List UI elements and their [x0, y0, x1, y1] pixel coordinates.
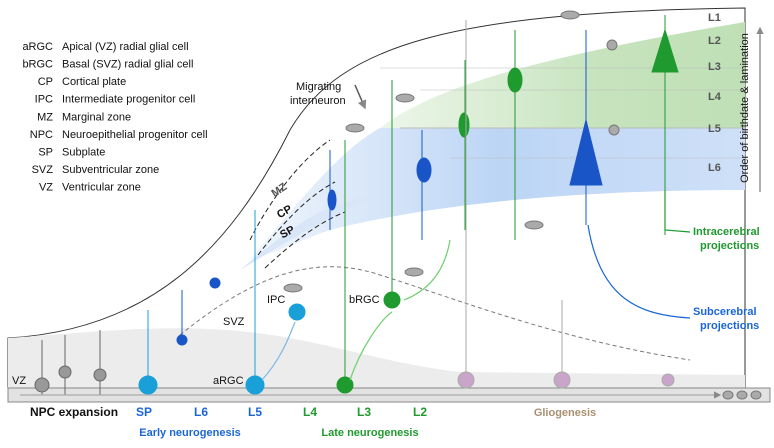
stage-label: L4: [303, 405, 317, 419]
legend-abbr: CP: [38, 76, 53, 88]
axis-label: Order of birthdate & lamination: [739, 33, 751, 183]
projection-label: projections: [700, 320, 759, 332]
layer-label: L6: [708, 162, 721, 174]
projection-label: Subcerebral: [693, 306, 757, 318]
legend-text: Subventricular zone: [62, 164, 159, 176]
timeline-label: Late neurogenesis: [321, 427, 418, 439]
layer-label: L1: [708, 12, 721, 24]
legend-abbr: aRGC: [22, 41, 53, 53]
legend-abbr: IPC: [35, 94, 53, 106]
projection-label: projections: [700, 240, 759, 252]
zone-label: VZ: [12, 375, 26, 387]
cells: [34, 10, 762, 400]
timeline-label: Gliogenesis: [534, 407, 596, 419]
legend: aRGC Apical (VZ) radial glial cell bRGC Bas…: [22, 41, 207, 194]
stage-label: SP: [136, 405, 152, 419]
legend-text: Marginal zone: [62, 111, 131, 123]
legend-abbr: MZ: [37, 111, 53, 123]
timeline-label: Early neurogenesis: [139, 427, 241, 439]
legend-text: Apical (VZ) radial glial cell: [62, 41, 189, 53]
cell-label: Migrating: [296, 81, 341, 93]
layer-label: L4: [708, 91, 722, 103]
timeline-label: NPC expansion: [30, 405, 118, 419]
layer-labels: L1 L2 L3 L4 L5 L6: [708, 12, 722, 174]
timeline-stages: SP L6 L5 L4 L3 L2: [136, 405, 427, 419]
tissue: [7, 7, 771, 403]
legend-text: Ventricular zone: [62, 182, 141, 194]
legend-text: Basal (SVZ) radial glial cell: [62, 59, 193, 71]
legend-abbr: SP: [38, 147, 53, 159]
legend-abbr: bRGC: [22, 59, 53, 71]
stage-label: L2: [413, 405, 427, 419]
projection-label: Intracerebral: [693, 226, 760, 238]
legend-text: Intermediate progenitor cell: [62, 94, 195, 106]
stage-label: L6: [194, 405, 208, 419]
legend-abbr: NPC: [30, 129, 53, 141]
cell-label: IPC: [267, 294, 285, 306]
legend-text: Subplate: [62, 147, 105, 159]
legend-text: Cortical plate: [62, 76, 126, 88]
legend-abbr: VZ: [39, 182, 53, 194]
arrows: [20, 26, 764, 399]
layer-label: L5: [708, 123, 721, 135]
stage-label: L5: [248, 405, 262, 419]
cell-label: bRGC: [349, 294, 380, 306]
cell-label: interneuron: [290, 95, 346, 107]
layer-label: L2: [708, 35, 721, 47]
zone-label: SVZ: [223, 316, 245, 328]
layer-label: L3: [708, 61, 721, 73]
legend-text: Neuroepithelial progenitor cell: [62, 129, 208, 141]
cell-label: aRGC: [213, 375, 244, 387]
legend-abbr: SVZ: [32, 164, 54, 176]
stage-label: L3: [357, 405, 371, 419]
